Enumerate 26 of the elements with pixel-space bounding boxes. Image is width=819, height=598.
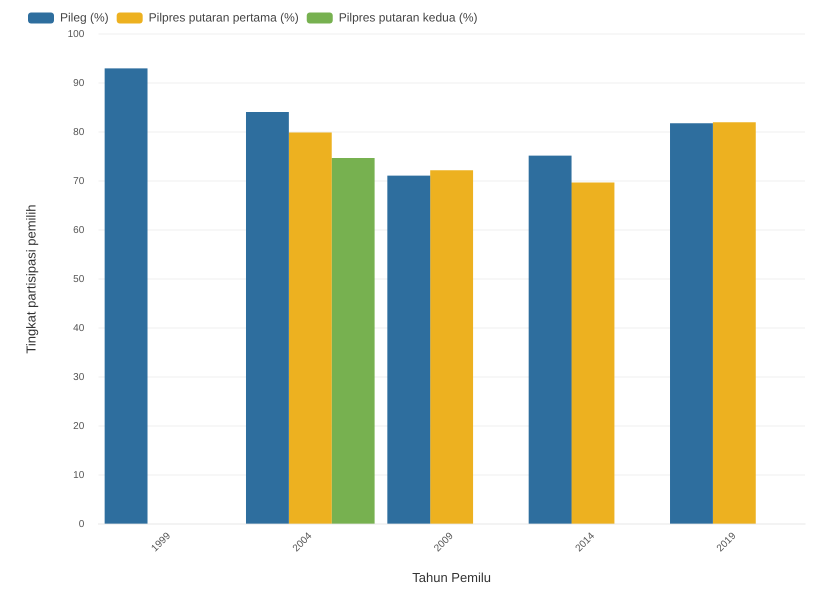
y-tick-label: 40	[73, 322, 85, 334]
bar	[104, 68, 148, 524]
y-tick-label: 100	[68, 28, 85, 40]
y-tick-label: 30	[73, 372, 85, 383]
bar	[572, 182, 614, 524]
legend-label: Pilpres putaran pertama (%)	[148, 10, 299, 24]
bar	[712, 122, 756, 524]
bar	[332, 158, 375, 524]
bar	[387, 176, 430, 524]
legend-label: Pilpres putaran kedua (%)	[338, 10, 478, 24]
y-tick-label: 80	[73, 126, 85, 138]
bar	[246, 112, 289, 524]
y-tick-label: 60	[73, 224, 85, 236]
y-tick-label: 70	[73, 176, 85, 187]
y-tick-label: 90	[73, 78, 85, 89]
legend-label: Pileg (%)	[60, 10, 109, 24]
bar	[670, 123, 713, 524]
y-axis-title: Tingkat partisipasi pemilih	[23, 204, 38, 354]
bar	[288, 132, 332, 524]
y-tick-label: 0	[78, 518, 85, 530]
x-axis-title: Tahun Pemilu	[412, 570, 492, 585]
y-tick-label: 10	[73, 470, 85, 481]
bar	[430, 170, 474, 524]
y-tick-label: 20	[73, 420, 85, 432]
y-tick-label: 50	[73, 274, 85, 285]
bar	[528, 156, 572, 524]
